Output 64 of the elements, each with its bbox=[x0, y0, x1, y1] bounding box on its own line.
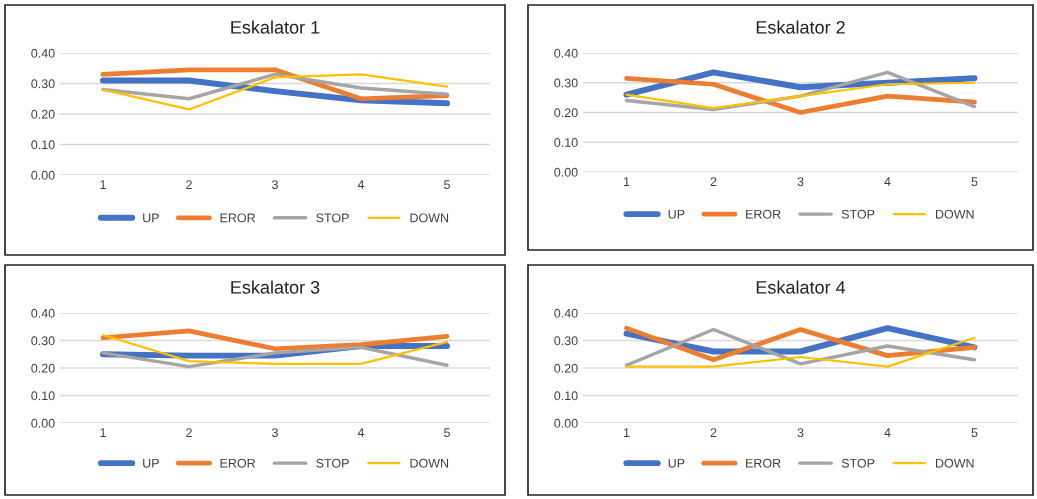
y-tick-label: 0.30 bbox=[554, 336, 578, 346]
y-tick-label: 0.10 bbox=[554, 391, 578, 401]
x-tick-label: 1 bbox=[623, 177, 630, 186]
y-tick-label: 0.30 bbox=[31, 79, 55, 89]
legend-label: UP bbox=[143, 213, 159, 223]
x-tick-label: 1 bbox=[100, 428, 106, 437]
y-tick-label: 0.10 bbox=[31, 391, 55, 401]
legend-label: EROR bbox=[746, 458, 781, 468]
line-series bbox=[101, 345, 449, 369]
legend-label: STOP bbox=[316, 213, 349, 223]
legend-label: DOWN bbox=[936, 209, 974, 219]
legend-label: STOP bbox=[316, 458, 349, 468]
legend-label: DOWN bbox=[410, 213, 449, 223]
legend-label: EROR bbox=[220, 213, 256, 223]
y-tick-label: 0.00 bbox=[31, 170, 55, 180]
chart-title: Eskalator 4 bbox=[756, 280, 846, 294]
x-tick-label: 2 bbox=[710, 428, 717, 437]
y-tick-label: 0.10 bbox=[31, 140, 55, 150]
x-tick-label: 5 bbox=[444, 180, 450, 190]
y-tick-label: 0.40 bbox=[31, 48, 55, 58]
y-tick-label: 0.10 bbox=[554, 138, 578, 147]
x-tick-label: 1 bbox=[623, 428, 630, 437]
x-tick-label: 5 bbox=[971, 428, 978, 438]
x-tick-label: 4 bbox=[884, 428, 891, 437]
y-tick-label: 0.30 bbox=[31, 336, 55, 346]
x-tick-label: 3 bbox=[797, 428, 804, 438]
legend-label: DOWN bbox=[410, 458, 449, 468]
x-tick-label: 2 bbox=[186, 428, 192, 437]
line-series bbox=[625, 81, 976, 110]
y-tick-label: 0.40 bbox=[31, 308, 55, 318]
y-tick-label: 0.30 bbox=[554, 78, 578, 88]
y-tick-label: 0.40 bbox=[554, 48, 578, 58]
x-tick-label: 2 bbox=[186, 180, 192, 189]
y-tick-label: 0.00 bbox=[554, 418, 578, 428]
legend-label: STOP bbox=[841, 209, 875, 219]
y-tick-label: 0.00 bbox=[31, 418, 55, 428]
x-tick-label: 4 bbox=[357, 428, 365, 437]
y-tick-label: 0.40 bbox=[554, 308, 578, 318]
chart-title: Eskalator 1 bbox=[231, 20, 320, 34]
chart-title: Eskalator 2 bbox=[756, 20, 845, 34]
y-tick-label: 0.20 bbox=[554, 363, 578, 373]
x-tick-label: 4 bbox=[884, 177, 891, 186]
legend-label: UP bbox=[143, 458, 159, 468]
x-tick-label: 3 bbox=[272, 180, 278, 190]
x-tick-label: 2 bbox=[710, 177, 717, 186]
x-tick-label: 3 bbox=[272, 428, 278, 438]
legend-label: UP bbox=[668, 458, 685, 468]
y-tick-label: 0.20 bbox=[31, 363, 55, 373]
legend-label: EROR bbox=[746, 209, 781, 219]
line-series bbox=[100, 328, 450, 352]
legend-label: EROR bbox=[220, 458, 256, 468]
x-tick-label: 4 bbox=[357, 180, 365, 189]
x-tick-label: 5 bbox=[444, 428, 450, 438]
x-tick-label: 1 bbox=[100, 180, 106, 189]
line-series bbox=[101, 333, 449, 365]
y-tick-label: 0.20 bbox=[31, 109, 55, 119]
chart-title: Eskalator 3 bbox=[231, 280, 320, 294]
y-tick-label: 0.20 bbox=[554, 108, 578, 118]
legend-label: DOWN bbox=[936, 458, 974, 468]
x-tick-label: 3 bbox=[797, 177, 804, 187]
y-tick-label: 0.00 bbox=[554, 167, 578, 177]
legend-label: UP bbox=[668, 209, 685, 219]
x-tick-label: 5 bbox=[971, 177, 978, 187]
legend-label: STOP bbox=[841, 458, 875, 468]
